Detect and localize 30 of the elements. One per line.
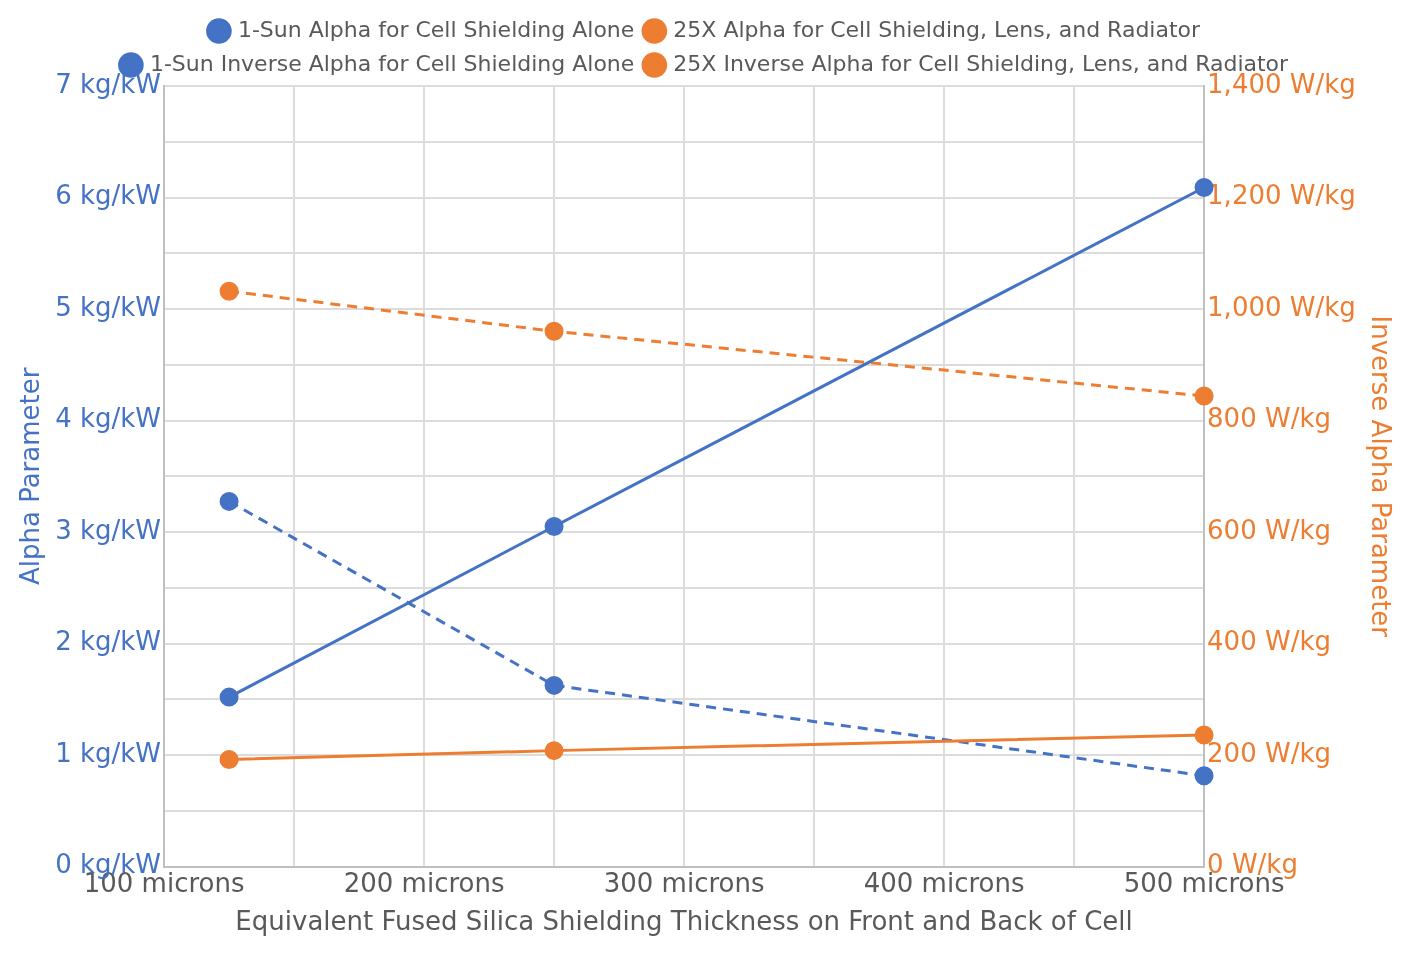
y2-tick-label: 600 W/kg (1207, 514, 1331, 545)
legend-label: 1-Sun Alpha for Cell Shielding Alone (237, 16, 635, 42)
y-tick-label: 3 kg/kW (55, 514, 162, 545)
x-tick-label: 400 microns (863, 867, 1025, 898)
y2-tick-label: 200 W/kg (1207, 737, 1331, 768)
y2-tick-label: 800 W/kg (1207, 403, 1331, 434)
y2-tick-label: 1,000 W/kg (1207, 291, 1356, 322)
y-axis-title: Alpha Parameter (15, 367, 46, 586)
point (219, 281, 239, 301)
legend-label: 25X Alpha for Cell Shielding, Lens, and Radiator (673, 16, 1202, 42)
point (219, 491, 239, 511)
x-tick-label: 300 microns (603, 867, 765, 898)
point (219, 750, 239, 770)
x-tick-label: 200 microns (343, 867, 505, 898)
point (1194, 766, 1214, 786)
y2-tick-label: 400 W/kg (1207, 626, 1331, 657)
y-tick-label: 6 kg/kW (55, 180, 162, 211)
y-tick-label: 1 kg/kW (55, 737, 162, 768)
point (219, 687, 239, 707)
y-tick-label: 4 kg/kW (55, 403, 162, 434)
y-tick-label: 5 kg/kW (55, 291, 162, 322)
point (1194, 386, 1214, 406)
y-tick-label: 2 kg/kW (55, 626, 162, 657)
point (544, 741, 564, 761)
x-axis-title: Equivalent Fused Silica Shielding Thickness on Front and Back of Cell (235, 906, 1133, 937)
point (544, 321, 564, 341)
point (544, 675, 564, 695)
point (544, 516, 564, 536)
y2-tick-label: 1,200 W/kg (1207, 180, 1356, 211)
y2-axis-title: Inverse Alpha Parameter (1365, 315, 1396, 638)
